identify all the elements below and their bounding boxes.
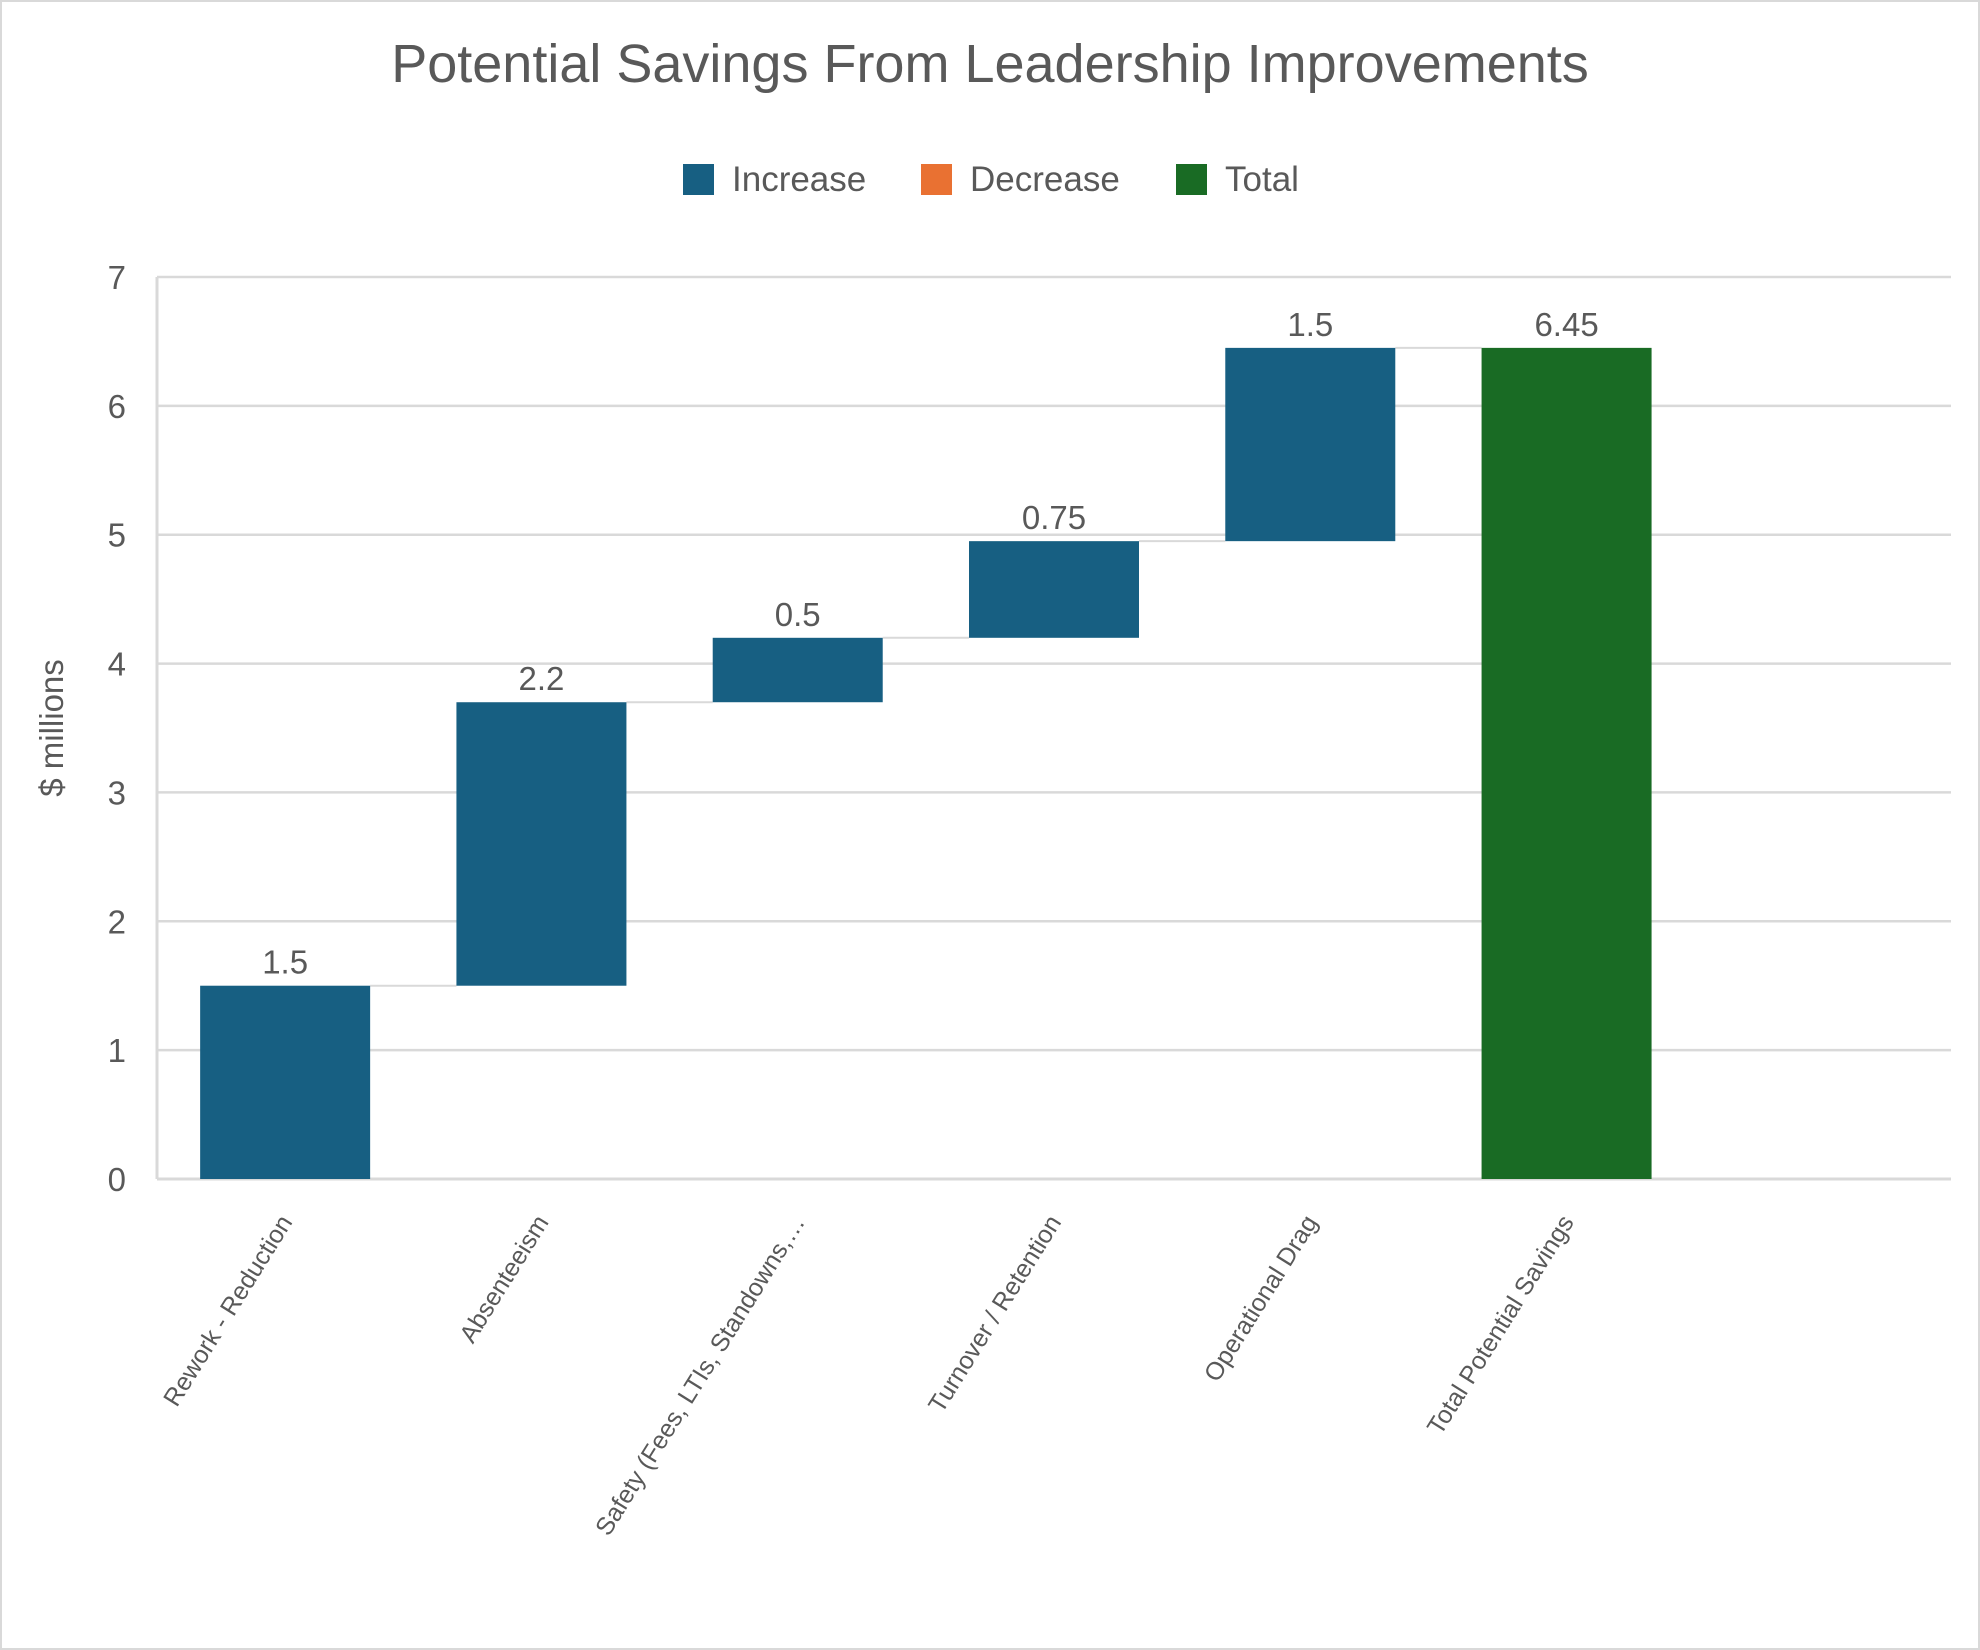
connector-lines [370,346,1482,987]
data-label: 0.5 [775,596,821,633]
data-label: 6.45 [1534,306,1598,343]
bar-2 [712,637,883,703]
legend-swatch-increase [683,164,714,195]
y-tick-label: 7 [108,259,126,296]
legend-label-total: Total [1225,160,1299,199]
legend-swatch-total [1176,164,1207,195]
y-tick-label: 1 [108,1032,126,1069]
legend-label-increase: Increase [732,160,866,199]
bars [200,347,1652,1179]
y-axis-label: $ millions [33,659,70,797]
bar-0 [200,985,371,1179]
data-labels: 1.5 2.2 0.5 0.75 1.5 6.45 [262,306,1598,981]
y-tick-label: 0 [108,1161,126,1198]
bar-5 [1481,347,1652,1179]
y-tick-label: 3 [108,774,126,811]
chart-title: Potential Savings From Leadership Improv… [391,34,1589,94]
y-tick-label: 2 [108,903,126,940]
data-label: 0.75 [1022,499,1086,536]
y-tick-label: 5 [108,517,126,554]
gridlines [155,275,1951,1181]
data-label: 1.5 [1287,306,1333,343]
legend: Increase Decrease Total [683,160,1299,199]
y-axis-ticks: 0 1 2 3 4 5 6 7 [108,259,126,1198]
y-tick-label: 6 [108,388,126,425]
bar-4 [1225,347,1396,542]
data-label: 2.2 [518,660,564,697]
data-label: 1.5 [262,944,308,981]
legend-label-decrease: Decrease [970,160,1120,199]
legend-swatch-decrease [921,164,952,195]
bar-1 [456,702,627,986]
y-tick-label: 4 [108,646,126,683]
bar-3 [969,541,1139,638]
